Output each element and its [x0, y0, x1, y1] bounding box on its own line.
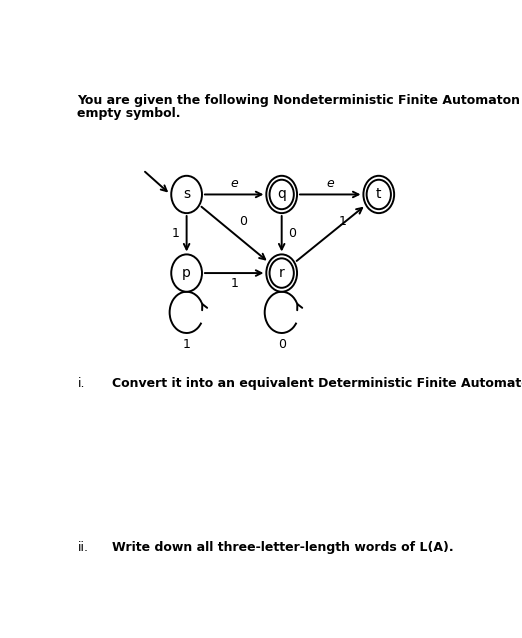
Circle shape [266, 255, 297, 292]
Text: Write down all three-letter-length words of L(A).: Write down all three-letter-length words… [112, 541, 454, 554]
Text: 1: 1 [230, 278, 238, 290]
Text: You are given the following Nondeterministic Finite Automaton A where Σ = {0, 1}: You are given the following Nondetermini… [77, 94, 522, 107]
Text: 1: 1 [338, 215, 346, 228]
Text: 1: 1 [171, 227, 179, 241]
Text: i.: i. [77, 377, 85, 390]
Text: 0: 0 [239, 215, 247, 228]
Circle shape [266, 176, 297, 213]
Text: r: r [279, 266, 284, 280]
Text: q: q [277, 188, 286, 202]
Text: e: e [230, 177, 238, 190]
Text: ii.: ii. [77, 541, 88, 554]
Text: 0: 0 [288, 227, 296, 241]
Text: 1: 1 [183, 338, 191, 351]
Circle shape [363, 176, 394, 213]
Text: Convert it into an equivalent Deterministic Finite Automaton.: Convert it into an equivalent Determinis… [112, 377, 522, 390]
Text: t: t [376, 188, 382, 202]
Text: p: p [182, 266, 191, 280]
Circle shape [171, 255, 202, 292]
Text: s: s [183, 188, 190, 202]
Text: 0: 0 [278, 338, 286, 351]
Text: empty symbol.: empty symbol. [77, 107, 181, 120]
Text: e: e [326, 177, 334, 190]
Circle shape [171, 176, 202, 213]
